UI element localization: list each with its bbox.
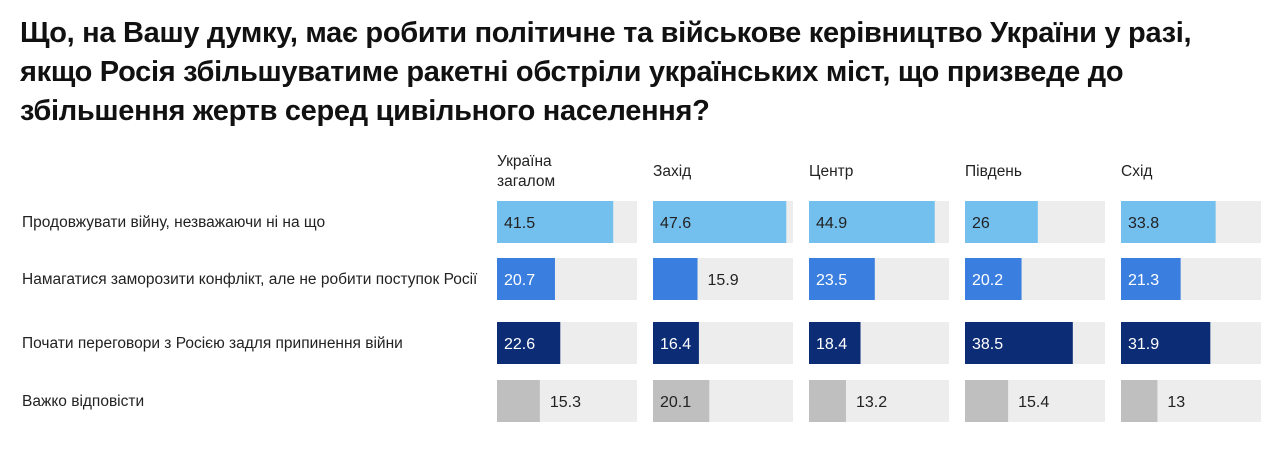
data-label: 47.6 <box>660 215 691 232</box>
bar <box>809 322 861 364</box>
data-label: 15.9 <box>708 272 739 289</box>
data-label: 18.4 <box>816 336 847 353</box>
data-label: 16.4 <box>660 336 691 353</box>
row-label: Почати переговори з Росією задля припине… <box>22 334 403 352</box>
data-label: 44.9 <box>816 215 847 232</box>
bar <box>653 258 698 300</box>
data-label: 38.5 <box>972 336 1003 353</box>
bar <box>809 258 875 300</box>
bar <box>497 322 561 364</box>
bar <box>497 258 555 300</box>
bar <box>653 322 699 364</box>
column-header: Захід <box>653 163 692 180</box>
data-label: 15.3 <box>550 394 581 411</box>
bar <box>653 380 710 422</box>
data-label: 20.1 <box>660 394 691 411</box>
column-header: Україна загалом <box>497 153 556 190</box>
row-label: Намагатися заморозити конфлікт, але не р… <box>22 270 478 288</box>
bar <box>965 322 1073 364</box>
bar <box>1121 201 1216 243</box>
column-header: Центр <box>809 163 854 180</box>
bar <box>653 201 787 243</box>
data-label: 13 <box>1167 394 1185 411</box>
data-label: 13.2 <box>856 394 887 411</box>
bar <box>965 380 1009 422</box>
data-label: 15.4 <box>1018 394 1049 411</box>
bar <box>1121 258 1181 300</box>
bar <box>1121 380 1158 422</box>
column-header: Південь <box>965 163 1022 180</box>
bar <box>809 201 935 243</box>
bar <box>965 201 1038 243</box>
data-label: 33.8 <box>1128 215 1159 232</box>
data-label: 23.5 <box>816 272 847 289</box>
data-label: 31.9 <box>1128 336 1159 353</box>
row-label: Продовжувати війну, незважаючи ні на що <box>22 213 326 231</box>
bar <box>497 380 540 422</box>
chart-title: Що, на Вашу думку, має робити політичне … <box>20 17 1192 127</box>
column-header: Схід <box>1121 163 1153 180</box>
data-label: 21.3 <box>1128 272 1159 289</box>
row-label: Важко відповісти <box>22 392 145 410</box>
data-label: 20.7 <box>504 272 535 289</box>
bar <box>965 258 1022 300</box>
data-label: 41.5 <box>504 215 535 232</box>
data-label: 20.2 <box>972 272 1003 289</box>
data-label: 26 <box>972 215 990 232</box>
bar <box>1121 322 1211 364</box>
bar <box>497 201 614 243</box>
bar <box>809 380 846 422</box>
data-label: 22.6 <box>504 336 535 353</box>
